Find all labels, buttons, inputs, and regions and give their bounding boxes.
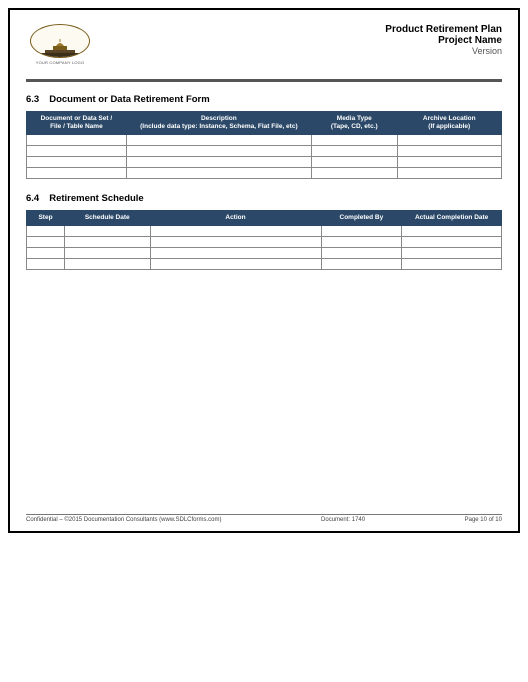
table-cell bbox=[150, 226, 321, 237]
table-row bbox=[27, 146, 502, 157]
table-column-header: Media Type(Tape, CD, etc.) bbox=[312, 112, 398, 135]
table-column-header: Action bbox=[150, 211, 321, 226]
page-header: YOUR COMPANY LOGO Product Retirement Pla… bbox=[26, 24, 502, 65]
footer-page-number: Page 10 of 10 bbox=[465, 517, 502, 523]
logo-oval bbox=[30, 24, 90, 58]
company-logo: YOUR COMPANY LOGO bbox=[26, 24, 94, 65]
table-row bbox=[27, 248, 502, 259]
table-cell bbox=[27, 135, 127, 146]
table-column-header: Completed By bbox=[321, 211, 402, 226]
table-cell bbox=[27, 248, 65, 259]
table-cell bbox=[150, 248, 321, 259]
table-column-header: Description(Include data type: Instance,… bbox=[126, 112, 311, 135]
logo-tagline: YOUR COMPANY LOGO bbox=[26, 60, 94, 65]
table-cell bbox=[321, 237, 402, 248]
table-row bbox=[27, 168, 502, 179]
table-cell bbox=[126, 146, 311, 157]
table-column-header: Actual Completion Date bbox=[402, 211, 502, 226]
document-page: YOUR COMPANY LOGO Product Retirement Pla… bbox=[8, 8, 520, 533]
section-number: 6.4 bbox=[26, 193, 39, 204]
table-header-row: Document or Data Set /File / Table NameD… bbox=[27, 112, 502, 135]
table-cell bbox=[397, 146, 502, 157]
table-cell bbox=[27, 226, 65, 237]
table-cell bbox=[27, 237, 65, 248]
table-cell bbox=[150, 259, 321, 270]
table-column-header: Document or Data Set /File / Table Name bbox=[27, 112, 127, 135]
retirement-form-table: Document or Data Set /File / Table NameD… bbox=[26, 111, 502, 179]
table-row bbox=[27, 259, 502, 270]
section-title: Retirement Schedule bbox=[49, 193, 144, 204]
table-cell bbox=[402, 226, 502, 237]
table-cell bbox=[65, 237, 151, 248]
table-cell bbox=[126, 135, 311, 146]
footer-document-id: Document: 1740 bbox=[321, 517, 365, 523]
page-footer: Confidential – ©2015 Documentation Consu… bbox=[26, 514, 502, 523]
retirement-schedule-table: StepSchedule DateActionCompleted ByActua… bbox=[26, 210, 502, 270]
table-cell bbox=[312, 168, 398, 179]
section-6-4-heading: 6.4 Retirement Schedule bbox=[26, 193, 502, 204]
project-name: Project Name bbox=[385, 35, 502, 46]
table-cell bbox=[397, 168, 502, 179]
table-cell bbox=[312, 157, 398, 168]
table-column-header: Archive Location(If applicable) bbox=[397, 112, 502, 135]
table-cell bbox=[402, 259, 502, 270]
table-cell bbox=[65, 226, 151, 237]
table-cell bbox=[312, 135, 398, 146]
table-cell bbox=[27, 259, 65, 270]
table-cell bbox=[65, 259, 151, 270]
table-cell bbox=[397, 157, 502, 168]
table-row bbox=[27, 157, 502, 168]
table-cell bbox=[65, 248, 151, 259]
footer-divider bbox=[26, 514, 502, 515]
table-cell bbox=[402, 248, 502, 259]
table-column-header: Schedule Date bbox=[65, 211, 151, 226]
table-cell bbox=[397, 135, 502, 146]
table-row bbox=[27, 135, 502, 146]
table-row bbox=[27, 237, 502, 248]
table-cell bbox=[27, 157, 127, 168]
table-cell bbox=[126, 157, 311, 168]
capitol-icon bbox=[39, 39, 81, 57]
table-cell bbox=[321, 248, 402, 259]
section-title: Document or Data Retirement Form bbox=[49, 94, 209, 105]
doc-title: Product Retirement Plan bbox=[385, 24, 502, 35]
table-cell bbox=[27, 168, 127, 179]
table-cell bbox=[126, 168, 311, 179]
section-number: 6.3 bbox=[26, 94, 39, 105]
table-cell bbox=[321, 226, 402, 237]
version-label: Version bbox=[385, 46, 502, 56]
table-cell bbox=[402, 237, 502, 248]
table-cell bbox=[312, 146, 398, 157]
section-6-3-heading: 6.3 Document or Data Retirement Form bbox=[26, 94, 502, 105]
title-block: Product Retirement Plan Project Name Ver… bbox=[385, 24, 502, 56]
table-column-header: Step bbox=[27, 211, 65, 226]
table-header-row: StepSchedule DateActionCompleted ByActua… bbox=[27, 211, 502, 226]
footer-confidential: Confidential – ©2015 Documentation Consu… bbox=[26, 517, 222, 523]
table-cell bbox=[150, 237, 321, 248]
table-cell bbox=[321, 259, 402, 270]
table-row bbox=[27, 226, 502, 237]
header-divider bbox=[26, 79, 502, 82]
table-cell bbox=[27, 146, 127, 157]
